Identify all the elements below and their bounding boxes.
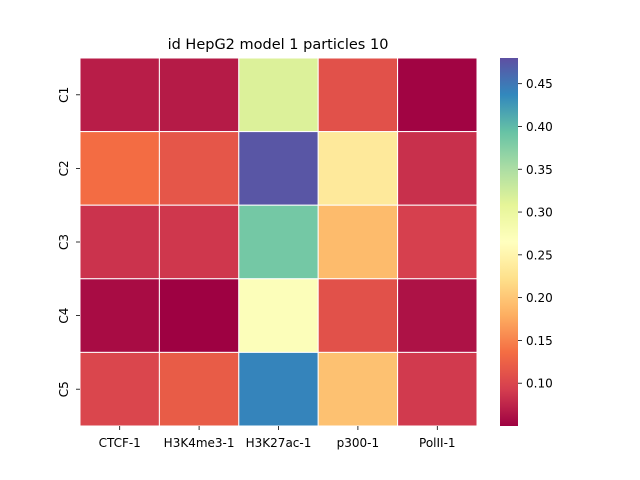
colorbar-tick-label: 0.30 <box>526 206 553 220</box>
y-tick-label: C5 <box>57 381 71 397</box>
heatmap-cell <box>79 278 160 353</box>
colorbar-tick-label: 0.15 <box>526 334 553 348</box>
y-tick-label: C2 <box>57 160 71 176</box>
colorbar-tick-label: 0.40 <box>526 120 553 134</box>
heatmap-cell <box>238 57 319 133</box>
colorbar-tick-label: 0.25 <box>526 248 553 262</box>
heatmap-cell <box>397 351 478 427</box>
x-tick-label: H3K27ac-1 <box>246 436 312 450</box>
heatmap-cell <box>397 204 478 280</box>
heatmap-cell <box>317 57 399 133</box>
heatmap-cell <box>317 278 399 353</box>
heatmap-cell <box>79 351 160 427</box>
heatmap-cell <box>397 57 478 133</box>
heatmap-cell <box>317 351 399 427</box>
heatmap-cell <box>158 204 240 280</box>
heatmap-cell <box>238 204 319 280</box>
heatmap-cell <box>79 57 160 133</box>
heatmap-cell <box>397 278 478 353</box>
colorbar: 0.10 0.15 0.20 0.25 0.30 0.35 0.40 0.45 <box>500 58 553 426</box>
heatmap-cell <box>238 351 319 427</box>
x-axis: CTCF-1 H3K4me3-1 H3K27ac-1 p300-1 PolII-1 <box>99 426 456 450</box>
heatmap-cell <box>79 131 160 206</box>
y-axis: C1 C2 C3 C4 C5 <box>57 87 80 397</box>
y-tick-label: C1 <box>57 87 71 103</box>
y-tick-label: C4 <box>57 308 71 324</box>
heatmap-cell <box>397 131 478 206</box>
x-tick-label: H3K4me3-1 <box>164 436 235 450</box>
heatmap-cell <box>158 278 240 353</box>
x-tick-label: PolII-1 <box>419 436 456 450</box>
heatmap-cell <box>317 131 399 206</box>
colorbar-tick-label: 0.20 <box>526 291 553 305</box>
colorbar-tick-label: 0.35 <box>526 163 553 177</box>
heatmap-cell <box>158 131 240 206</box>
colorbar-tick-label: 0.45 <box>526 77 553 91</box>
heatmap-cell <box>238 131 319 206</box>
x-tick-label: CTCF-1 <box>99 436 141 450</box>
heatmap-cell <box>317 204 399 280</box>
chart-title: id HepG2 model 1 particles 10 <box>168 37 389 53</box>
heatmap-cell <box>79 204 160 280</box>
heatmap-cell <box>158 351 240 427</box>
y-tick-label: C3 <box>57 234 71 250</box>
colorbar-tick-label: 0.10 <box>526 377 553 391</box>
colorbar-gradient <box>500 58 518 426</box>
heatmap-cell <box>238 278 319 353</box>
heatmap-cell <box>158 57 240 133</box>
x-tick-label: p300-1 <box>337 436 380 450</box>
heatmap-cells <box>79 57 478 427</box>
